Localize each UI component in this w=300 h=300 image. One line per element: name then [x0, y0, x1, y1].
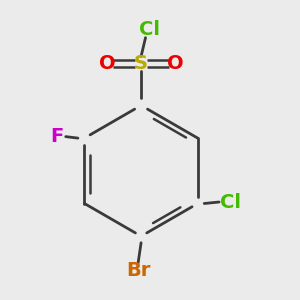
- Text: Cl: Cl: [140, 20, 160, 39]
- Text: F: F: [50, 127, 63, 146]
- Text: O: O: [167, 54, 184, 73]
- Text: S: S: [134, 54, 148, 73]
- Text: Br: Br: [126, 261, 150, 280]
- Text: Cl: Cl: [220, 193, 241, 211]
- Text: O: O: [99, 54, 115, 73]
